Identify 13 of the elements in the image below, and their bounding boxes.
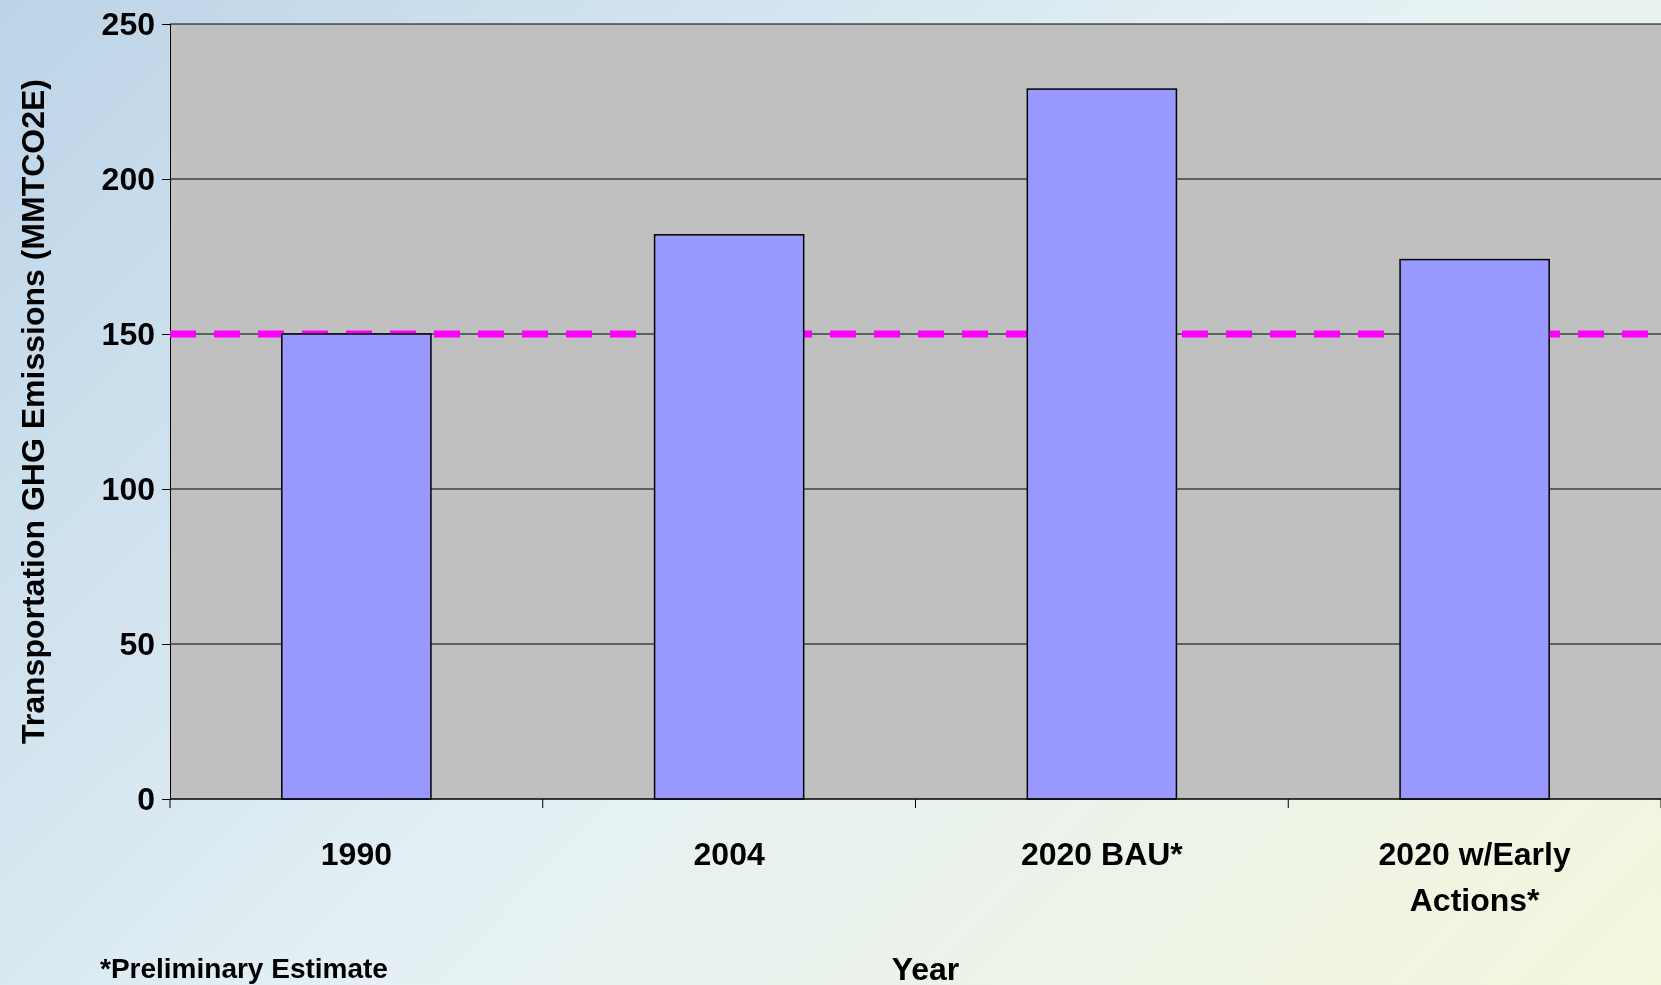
- x-axis-title: Year: [891, 951, 960, 985]
- y-tick-label: 200: [101, 160, 155, 197]
- y-tick-label: 150: [101, 315, 155, 352]
- x-tick-label: 2020 BAU*: [1020, 836, 1184, 872]
- y-tick-label: 50: [119, 625, 155, 662]
- y-tick-label: 250: [101, 5, 155, 42]
- y-tick-label: 100: [101, 470, 155, 507]
- x-tick-label: 2004: [693, 836, 765, 872]
- x-tick-label: 1990: [320, 836, 392, 872]
- x-tick-label: 2020 w/Early Actions*: [1378, 836, 1571, 919]
- y-axis-title: Transportation GHG Emissions (MMTCO2E): [15, 79, 51, 744]
- text: *Preliminary Estimate: [100, 953, 388, 984]
- y-tick-label: 0: [137, 780, 155, 817]
